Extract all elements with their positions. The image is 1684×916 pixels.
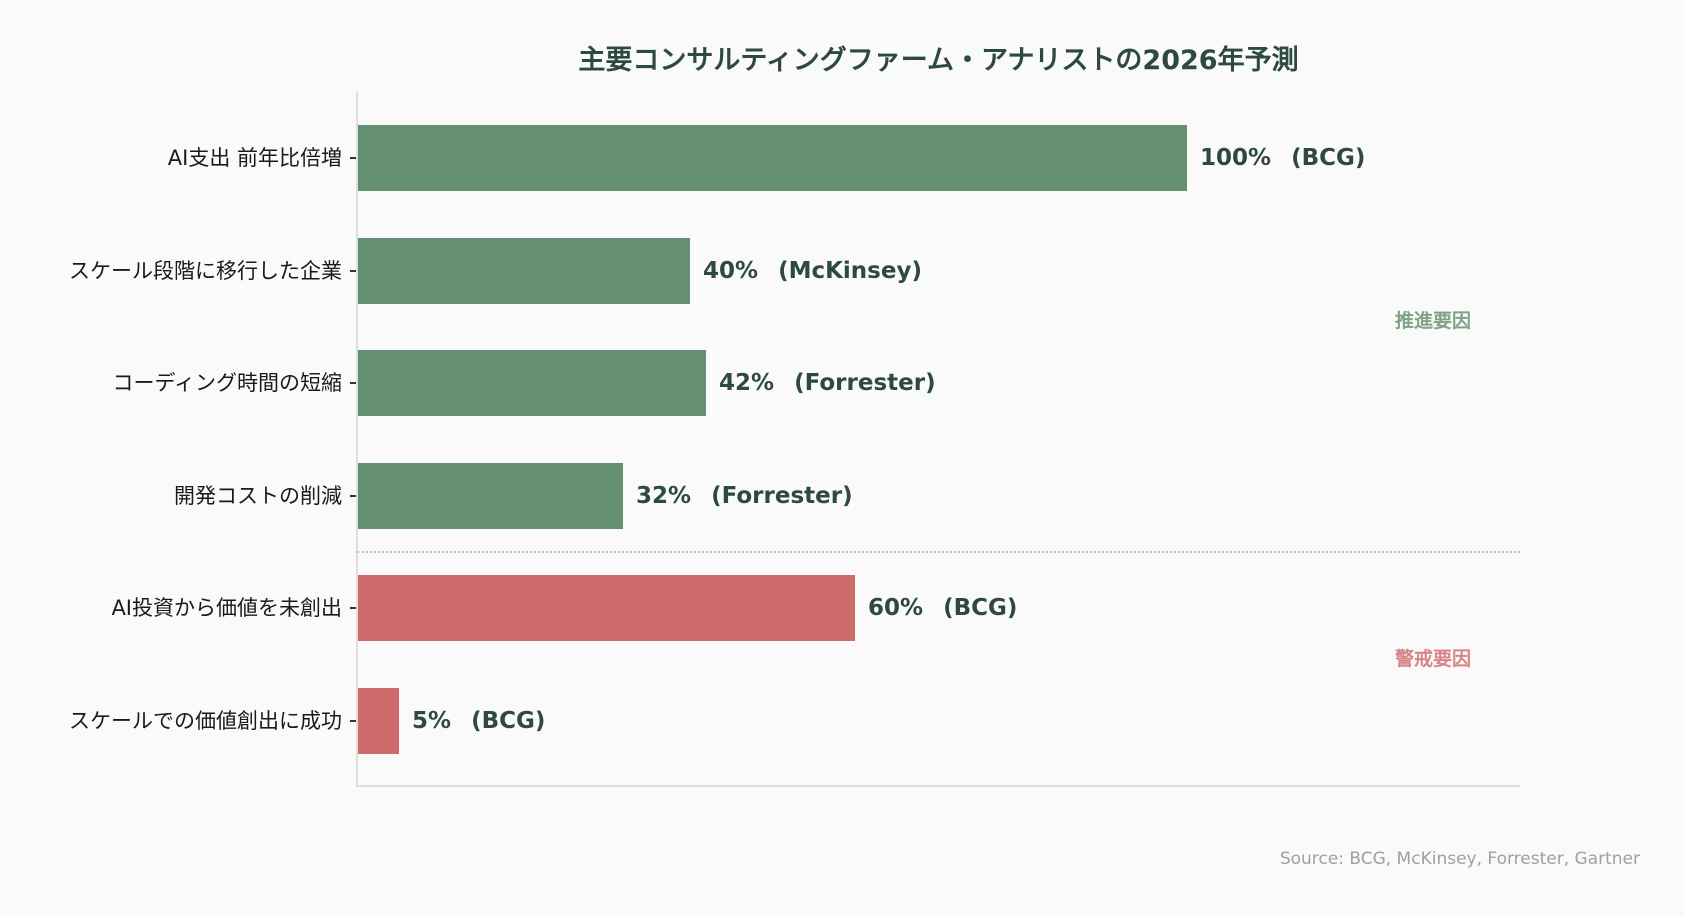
bar-row: AI支出 前年比倍増 100% (BCG) xyxy=(0,125,1684,191)
bar[interactable] xyxy=(358,238,690,304)
group-label-positive: 推進要因 xyxy=(1395,310,1472,332)
bar[interactable] xyxy=(358,575,855,641)
y-tick xyxy=(350,720,356,722)
bar-row: スケールでの価値創出に成功 5% (BCG) xyxy=(0,688,1684,754)
value-label: 100% (BCG) xyxy=(1200,145,1366,171)
category-label: スケール段階に移行した企業 xyxy=(69,259,342,283)
bar-row: 開発コストの削減 32% (Forrester) xyxy=(0,463,1684,529)
y-tick xyxy=(350,270,356,272)
category-label: 開発コストの削減 xyxy=(174,484,342,508)
value-label: 32% (Forrester) xyxy=(636,483,853,509)
value-label: 60% (BCG) xyxy=(868,595,1018,621)
bar[interactable] xyxy=(358,463,623,529)
x-axis-line xyxy=(356,785,1520,787)
value-label: 40% (McKinsey) xyxy=(703,258,922,284)
y-tick xyxy=(350,607,356,609)
bar-row: スケール段階に移行した企業 40% (McKinsey) xyxy=(0,238,1684,304)
bar[interactable] xyxy=(358,688,399,754)
value-label: 42% (Forrester) xyxy=(719,370,936,396)
group-divider-line xyxy=(357,551,1520,553)
chart-title: 主要コンサルティングファーム・アナリストの2026年予測 xyxy=(578,45,1299,76)
y-tick xyxy=(350,495,356,497)
category-label: コーディング時間の短縮 xyxy=(112,371,342,395)
bar-row: AI投資から価値を未創出 60% (BCG) xyxy=(0,575,1684,641)
group-label-negative: 警戒要因 xyxy=(1395,648,1472,670)
category-label: AI投資から価値を未創出 xyxy=(111,596,342,620)
y-tick xyxy=(350,382,356,384)
bar-row: コーディング時間の短縮 42% (Forrester) xyxy=(0,350,1684,416)
category-label: AI支出 前年比倍増 xyxy=(167,146,342,170)
bar[interactable] xyxy=(358,350,706,416)
value-label: 5% (BCG) xyxy=(412,708,546,734)
y-tick xyxy=(350,157,356,159)
y-axis-line xyxy=(356,92,358,787)
category-label: スケールでの価値創出に成功 xyxy=(69,709,342,733)
source-note: Source: BCG, McKinsey, Forrester, Gartne… xyxy=(1279,849,1640,869)
bar[interactable] xyxy=(358,125,1187,191)
